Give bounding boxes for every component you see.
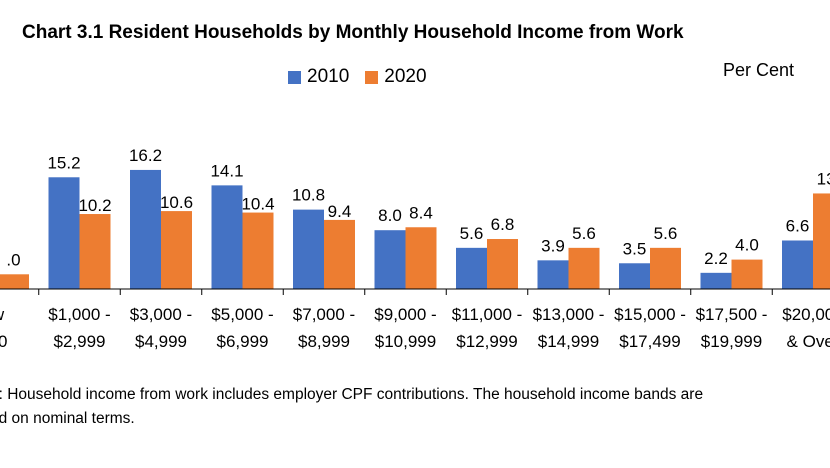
data-label-2010: 6.6 — [786, 216, 810, 235]
category-label: $13,000 - — [533, 305, 605, 324]
category-label: $20,000 — [782, 305, 830, 324]
bar-2010 — [293, 209, 324, 289]
bar-2020 — [0, 274, 29, 289]
category-label: & Over — [787, 332, 830, 351]
category-label: $17,500 - — [696, 305, 768, 324]
data-label-2020: 10.4 — [241, 195, 274, 214]
legend-item-2010: 2010 — [288, 66, 349, 88]
data-label-2010: 15.2 — [47, 153, 80, 172]
data-label-2020: 10.2 — [78, 196, 111, 215]
bar-2010 — [619, 263, 650, 289]
category-label: 00 — [0, 332, 7, 351]
data-label-2020: 4.0 — [735, 236, 759, 255]
legend-label-2020: 2020 — [384, 66, 427, 87]
footnote: e: Household income from work includes e… — [0, 383, 790, 431]
data-label-2020: 13. — [817, 169, 830, 188]
bar-2010 — [700, 272, 732, 289]
legend-label-2010: 2010 — [307, 66, 350, 87]
chart-title: Chart 3.1 Resident Households by Monthly… — [22, 22, 684, 43]
legend: 2010 2020 — [288, 66, 443, 88]
data-label-2020: .0 — [6, 250, 20, 269]
bar-2020 — [650, 247, 681, 289]
bar-2020 — [405, 227, 437, 289]
category-label: $8,999 — [298, 332, 350, 351]
data-label-2010: 14.1 — [210, 161, 243, 180]
bar-2020 — [487, 239, 518, 289]
category-label: $2,999 — [54, 332, 106, 351]
data-label-2010: 8.0 — [378, 206, 402, 225]
category-label: $6,999 — [217, 332, 269, 351]
data-label-2020: 6.8 — [491, 215, 515, 234]
bar-2010 — [130, 169, 161, 289]
data-label-2010: 5.6 — [460, 224, 484, 243]
legend-item-2020: 2020 — [365, 66, 427, 88]
unit-label: Per Cent — [723, 60, 795, 80]
data-label-2020: 8.4 — [409, 203, 433, 222]
data-label-2010: 2.2 — [704, 249, 728, 268]
data-label-2020: 5.6 — [572, 224, 596, 243]
bar-2020 — [568, 247, 600, 289]
bar-2020 — [324, 219, 355, 289]
legend-swatch-2010 — [288, 70, 301, 84]
bar-2010 — [537, 260, 569, 289]
bar-2020 — [731, 259, 763, 289]
category-label: $4,999 — [135, 332, 187, 351]
data-label-2010: 3.5 — [623, 239, 647, 258]
category-label: $19,999 — [701, 332, 762, 351]
bar-2010 — [48, 177, 80, 289]
legend-swatch-2020 — [365, 70, 379, 84]
bars-layer — [0, 169, 830, 289]
data-label-2010: 10.8 — [292, 186, 325, 205]
category-label: $7,000 - — [293, 305, 355, 324]
bar-2010 — [211, 185, 243, 289]
category-label: $9,000 - — [374, 305, 436, 324]
category-label: $1,000 - — [48, 305, 110, 324]
bar-2010 — [456, 247, 487, 289]
bar-2020 — [813, 193, 830, 289]
bar-2010 — [782, 240, 813, 289]
category-label: $15,000 - — [614, 305, 686, 324]
category-label: w — [0, 305, 5, 324]
labels-layer: w 00 .0 $1,000 - $2,999 15.2 10.2 $3,000 - $4,99… — [0, 146, 830, 351]
bar-2010 — [374, 230, 406, 289]
data-label-2020: 10.6 — [160, 193, 193, 212]
category-label: $14,999 — [538, 332, 599, 351]
category-label: $17,499 — [619, 332, 680, 351]
category-label: $10,999 — [375, 332, 436, 351]
data-label-2010: 16.2 — [129, 146, 162, 165]
category-label: $11,000 - — [452, 305, 523, 324]
data-label-2010: 3.9 — [541, 236, 565, 255]
bar-2020 — [79, 214, 111, 289]
ticks-layer — [38, 289, 773, 295]
bar-2020 — [242, 212, 274, 289]
category-label: $3,000 - — [130, 305, 192, 324]
footnote-line-1: e: Household income from work includes e… — [0, 386, 704, 403]
data-label-2020: 5.6 — [654, 224, 678, 243]
data-label-2020: 9.4 — [328, 202, 352, 221]
bar-2020 — [161, 211, 192, 289]
category-label: $5,000 - — [211, 305, 273, 324]
footnote-line-2: ed on nominal terms. — [0, 410, 135, 427]
category-label: $12,999 — [456, 332, 517, 351]
